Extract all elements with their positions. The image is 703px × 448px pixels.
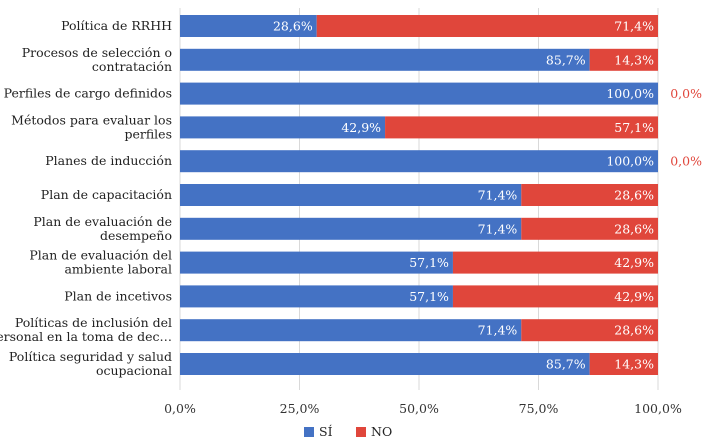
legend-label-no: NO bbox=[371, 424, 392, 439]
category-label: Planes de inducción bbox=[45, 153, 172, 168]
category-label: Política seguridad y salud ocupacional bbox=[9, 349, 172, 378]
bar-si bbox=[180, 82, 658, 105]
data-label-si: 100,0% bbox=[606, 86, 654, 101]
data-label-si: 71,4% bbox=[478, 323, 518, 338]
data-label-si: 71,4% bbox=[478, 188, 518, 203]
bar-no bbox=[521, 184, 658, 206]
x-tick-label: 100,0% bbox=[634, 401, 682, 416]
data-label-no: 42,9% bbox=[614, 289, 654, 304]
data-label-si: 57,1% bbox=[409, 255, 449, 270]
bar-si bbox=[180, 15, 317, 37]
bar-no bbox=[452, 251, 658, 274]
legend-label-si: SÍ bbox=[319, 424, 333, 439]
x-tick-label: 0,0% bbox=[164, 401, 196, 416]
x-tick-label: 50,0% bbox=[399, 401, 439, 416]
bar-si bbox=[180, 353, 590, 375]
data-label-no: 71,4% bbox=[614, 19, 654, 34]
data-label-no: 28,6% bbox=[614, 323, 654, 338]
data-label-si: 85,7% bbox=[546, 357, 586, 372]
data-label-si: 100,0% bbox=[606, 154, 654, 169]
data-label-si: 71,4% bbox=[478, 221, 518, 236]
data-label-no: 0,0% bbox=[670, 86, 702, 101]
data-label-no: 14,3% bbox=[614, 357, 654, 372]
data-label-no: 28,6% bbox=[614, 221, 654, 236]
bar-si bbox=[180, 251, 453, 274]
bar-si bbox=[180, 184, 522, 206]
bar-no bbox=[452, 285, 658, 308]
bar-si bbox=[180, 116, 386, 139]
category-label: Plan de capacitación bbox=[41, 187, 172, 202]
category-label: Procesos de selección o contratación bbox=[22, 45, 172, 74]
legend-swatch-no bbox=[356, 427, 366, 437]
bar-no bbox=[316, 15, 658, 37]
bar-no bbox=[521, 217, 658, 240]
data-label-no: 57,1% bbox=[614, 120, 654, 135]
data-label-si: 85,7% bbox=[546, 52, 586, 67]
bar-si bbox=[180, 48, 590, 71]
data-label-no: 0,0% bbox=[670, 154, 702, 169]
bar-si bbox=[180, 285, 453, 308]
data-label-si: 57,1% bbox=[409, 289, 449, 304]
bar-si bbox=[180, 150, 658, 173]
bar-no bbox=[589, 353, 658, 375]
data-label-no: 14,3% bbox=[614, 52, 654, 67]
category-label: Métodos para evaluar los perfiles bbox=[11, 112, 172, 141]
category-label: Plan de incetivos bbox=[64, 288, 172, 303]
category-label: Perfiles de cargo definidos bbox=[4, 86, 172, 101]
x-tick-label: 25,0% bbox=[280, 401, 320, 416]
data-label-no: 28,6% bbox=[614, 188, 654, 203]
data-label-no: 42,9% bbox=[614, 255, 654, 270]
category-label: Plan de evaluación de desempeño bbox=[33, 214, 172, 243]
x-tick-label: 75,0% bbox=[519, 401, 559, 416]
category-label: Plan de evaluación del ambiente laboral bbox=[29, 248, 172, 277]
data-label-si: 28,6% bbox=[273, 19, 313, 34]
legend-swatch-si bbox=[304, 427, 314, 437]
category-label: Políticas de inclusión del personal en la… bbox=[0, 315, 172, 344]
bar-no bbox=[521, 319, 658, 342]
bar-no bbox=[589, 48, 658, 71]
bar-no bbox=[385, 116, 658, 139]
data-label-si: 42,9% bbox=[341, 120, 381, 135]
category-label: Política de RRHH bbox=[61, 18, 172, 33]
bar-si bbox=[180, 319, 522, 342]
bar-si bbox=[180, 217, 522, 240]
